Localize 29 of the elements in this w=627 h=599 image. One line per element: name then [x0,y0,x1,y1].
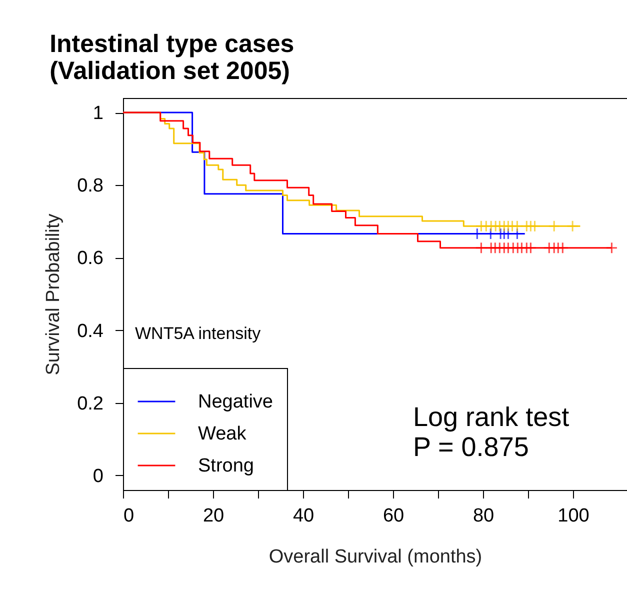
y-tick-label: 1 [92,103,104,124]
point [556,242,569,254]
x-tick-label: 100 [558,506,590,526]
legend-label: Weak [198,424,247,444]
annotation: Log rank test [413,402,570,432]
point [475,242,488,254]
point [548,220,560,232]
y-tick-label: 0.2 [77,393,104,414]
y-tick-label: 0 [92,466,104,487]
x-axis-title: Overall Survival (months) [268,546,482,568]
y-axis-title: Survival Probability [43,213,64,376]
point [528,220,541,232]
x-tick-label: 40 [292,506,314,526]
x-tick-label: 60 [382,506,404,526]
x-tick-label: 0 [124,506,134,526]
y-tick-label: 0.8 [77,176,104,197]
annotation: P = 0.875 [413,432,529,462]
x-tick-label: 80 [472,506,494,526]
point [606,242,618,254]
point [566,220,579,232]
x-tick-label: 20 [202,506,224,526]
legend-title: WNT5A intensity [135,324,262,343]
y-tick-label: 0.6 [77,248,104,270]
chart-title: Intestinal type cases (Validation set 2005) [50,30,294,85]
legend-label: Strong [198,456,254,476]
point [524,242,537,254]
legend-label: Negative [198,392,273,412]
y-tick-label: 0.4 [77,320,104,342]
point [511,220,524,232]
